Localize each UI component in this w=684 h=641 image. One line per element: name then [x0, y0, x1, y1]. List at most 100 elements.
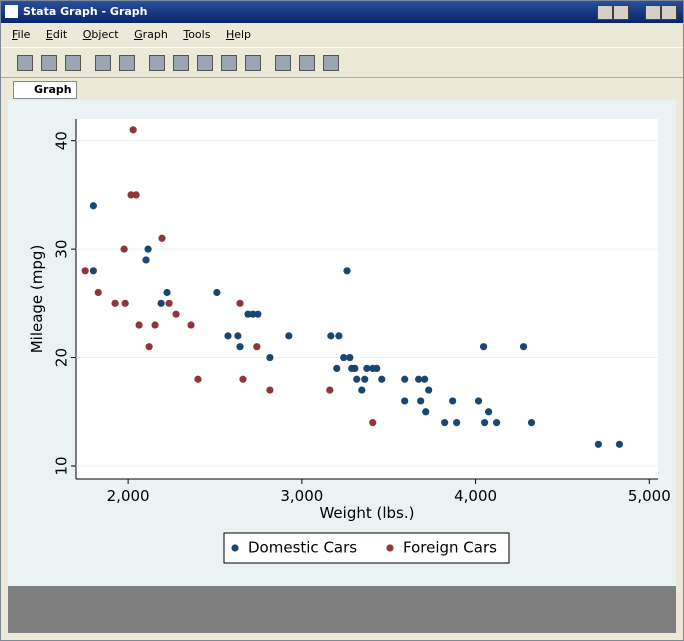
point: [239, 375, 247, 383]
y-tick-label: 10: [53, 456, 71, 475]
point: [417, 397, 425, 405]
y-axis-label: Mileage (mpg): [28, 245, 46, 354]
title-bar: Stata Graph - Graph: [1, 1, 683, 23]
point: [224, 332, 232, 340]
point: [333, 364, 341, 372]
point: [421, 375, 429, 383]
toolbar-button[interactable]: [323, 55, 339, 71]
point: [94, 288, 102, 297]
point: [358, 386, 366, 394]
point: [519, 343, 528, 351]
point: [158, 234, 166, 242]
point: [378, 375, 386, 383]
close-button[interactable]: [661, 5, 677, 20]
point: [594, 440, 603, 448]
point: [373, 364, 381, 372]
point: [236, 299, 244, 307]
menu-item[interactable]: Help: [225, 28, 252, 41]
point: [165, 299, 173, 307]
point: [81, 267, 89, 275]
point: [121, 299, 129, 307]
point: [327, 332, 335, 340]
point: [474, 397, 483, 405]
menu-item[interactable]: Edit: [45, 28, 68, 41]
point: [335, 332, 343, 340]
menu-item[interactable]: File: [12, 28, 31, 41]
point: [129, 126, 137, 134]
toolbar-button[interactable]: [221, 55, 237, 71]
point: [346, 353, 354, 362]
restore-button[interactable]: [597, 5, 613, 20]
point: [89, 202, 97, 210]
point: [369, 419, 377, 427]
point: [326, 386, 334, 394]
maximize-button[interactable]: [645, 5, 661, 20]
legend-label: Foreign Cars: [403, 539, 497, 557]
point: [285, 332, 293, 340]
x-tick-label: 4,000: [454, 487, 497, 505]
point: [111, 299, 119, 307]
point: [172, 310, 180, 318]
point: [157, 299, 165, 307]
legend-marker: [386, 544, 394, 552]
plot-area: [76, 119, 658, 479]
point: [144, 245, 152, 253]
menu-item[interactable]: Tools: [183, 28, 211, 41]
menu-item[interactable]: Graph: [134, 28, 168, 41]
point: [132, 191, 140, 199]
point: [213, 288, 221, 297]
x-axis-label: Weight (lbs.): [319, 504, 414, 522]
menu-bar: File Edit Object Graph Tools Help: [1, 25, 683, 45]
toolbar-button[interactable]: [95, 55, 111, 71]
toolbar-button[interactable]: [119, 55, 135, 71]
point: [234, 332, 242, 340]
point: [449, 397, 457, 405]
point: [363, 364, 371, 372]
point: [151, 321, 159, 329]
toolbar-button[interactable]: [41, 55, 57, 71]
toolbar-button[interactable]: [173, 55, 189, 71]
toolbar-button[interactable]: [149, 55, 165, 71]
graph-tab[interactable]: Graph: [13, 81, 77, 99]
point: [479, 343, 488, 351]
point: [343, 267, 351, 275]
point: [493, 419, 501, 427]
toolbar-button[interactable]: [245, 55, 261, 71]
toolbar-button[interactable]: [17, 55, 33, 71]
app-icon: [5, 5, 18, 18]
legend-label: Domestic Cars: [248, 539, 357, 557]
point: [163, 288, 171, 297]
minimize-button[interactable]: [613, 5, 629, 20]
toolbar-button[interactable]: [197, 55, 213, 71]
toolbar-button[interactable]: [275, 55, 291, 71]
toolbar-button[interactable]: [65, 55, 81, 71]
point: [414, 375, 423, 383]
y-tick-label: 30: [53, 240, 71, 259]
point: [145, 343, 153, 351]
menu-item[interactable]: Object: [82, 28, 119, 41]
legend-marker: [231, 544, 239, 552]
point: [422, 408, 430, 416]
point: [89, 267, 97, 275]
point: [485, 408, 493, 416]
point: [353, 375, 361, 383]
point: [254, 310, 262, 318]
point: [441, 419, 449, 427]
x-tick-label: 2,000: [107, 487, 150, 505]
point: [127, 191, 135, 199]
point: [615, 440, 624, 448]
point: [351, 364, 359, 372]
point: [340, 353, 348, 362]
point: [187, 321, 195, 329]
point: [401, 397, 409, 405]
point: [266, 386, 274, 394]
x-tick-label: 5,000: [628, 487, 671, 505]
point: [142, 256, 150, 264]
x-tick-label: 3,000: [280, 487, 323, 505]
point: [401, 375, 409, 383]
y-tick-label: 40: [53, 131, 71, 150]
point: [361, 375, 369, 383]
point: [249, 310, 257, 318]
toolbar-button[interactable]: [299, 55, 315, 71]
